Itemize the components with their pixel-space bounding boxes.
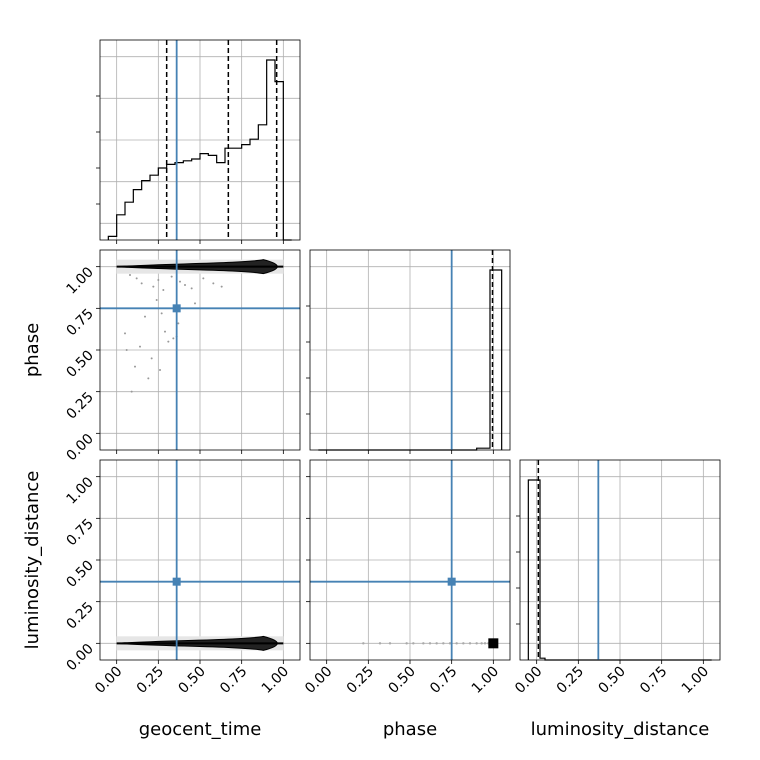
x-tick-label: 0.50 [595,664,628,697]
sample-point [462,642,465,645]
histogram-geocent-time [96,39,301,244]
x-tick-label: 0.00 [512,664,545,697]
sample-point [483,642,487,645]
sample-point [212,282,215,285]
sample-point [468,642,472,645]
sample-point [152,285,155,288]
panel-geocent-time-vs-luminosity-distance: 0.00 0.25 0.50 0.75 1.000.000.250.500.751.00 [63,459,301,697]
panel-geocent-time-vs-phase: 0.00 0.25 0.50 0.75 1.00 [63,249,301,464]
x-label-geocent-time: geocent_time [139,719,262,740]
x-tick-label: 0.25 [134,664,167,697]
panels: 0.00 0.25 0.50 0.75 1.000.000.250.500.751.00… [63,39,721,697]
sample-point [139,345,141,348]
sample-point [475,642,478,645]
x-label-luminosity-distance: luminosity_distance [531,719,710,740]
sample-point [378,642,382,645]
sample-point [405,642,408,645]
y-label-luminosity-distance: luminosity_distance [22,471,43,650]
sample-point [160,312,163,315]
y-tick-label: 0.00 [63,641,96,674]
sample-point [170,275,173,278]
sample-point [144,315,146,318]
histogram-luminosity-distance: 0.00 0.25 0.50 0.75 1.00 [512,459,721,697]
sample-point [455,642,458,645]
y-tick-label: 0.25 [63,389,96,422]
sample-point [480,642,483,645]
truth-marker [172,577,181,586]
sample-point [388,642,392,645]
sample-point [159,369,161,371]
y-tick-label: 0.50 [63,558,96,591]
y-tick-label: 1.00 [63,264,96,297]
x-tick-label: 1.00 [469,664,502,697]
x-tick-label: 0.00 [302,664,335,697]
sample-point [190,287,193,290]
x-tick-label: 0.00 [92,664,125,697]
sample-point [155,299,158,301]
sample-point [362,642,365,645]
sample-point [147,377,150,380]
x-tick-label: 0.75 [427,664,460,697]
y-tick-label: 0.75 [63,516,96,549]
x-tick-label: 0.50 [175,664,208,697]
sample-point [184,284,186,286]
truth-marker [447,577,456,586]
y-tick-label: 0.75 [63,306,96,339]
sample-point [140,282,143,285]
sample-point [125,349,128,351]
sample-point [134,365,136,368]
sample-point [422,642,425,645]
density-peak [488,638,499,649]
y-tick-label: 0.00 [63,431,96,464]
x-tick-label: 0.75 [637,664,670,697]
sample-point [130,390,133,393]
truth-marker [172,304,181,313]
sample-point [202,277,205,280]
sample-point [157,279,160,281]
y-tick-label: 0.50 [63,348,96,381]
sample-point [179,280,181,283]
x-tick-label: 1.00 [679,664,712,697]
sample-point [220,285,223,288]
sample-point [124,332,126,335]
x-tick-label: 1.00 [259,664,292,697]
sample-point [164,330,166,333]
sample-point [428,642,432,645]
sample-point [435,642,438,645]
y-tick-label: 0.25 [63,599,96,632]
sample-point [135,277,138,280]
sample-point [194,302,196,305]
x-label-phase: phase [383,719,437,740]
sample-point [150,357,153,360]
x-tick-label: 0.25 [554,664,587,697]
sample-point [172,337,175,340]
histogram-phase [306,249,511,454]
sample-point [129,274,131,276]
y-label-phase: phase [22,323,43,377]
sample-point [177,322,180,325]
y-tick-label: 1.00 [63,474,96,507]
panel-phase-vs-luminosity-distance: 0.00 0.25 0.50 0.75 1.00 [302,459,511,697]
histogram-step-line [107,59,292,241]
x-tick-label: 0.75 [217,664,250,697]
sample-point [412,642,415,645]
x-tick-label: 0.25 [344,664,377,697]
sample-point [448,642,452,645]
sample-point [442,642,445,645]
x-tick-label: 0.50 [385,664,418,697]
sample-point [167,340,170,343]
sample-point [162,289,165,291]
